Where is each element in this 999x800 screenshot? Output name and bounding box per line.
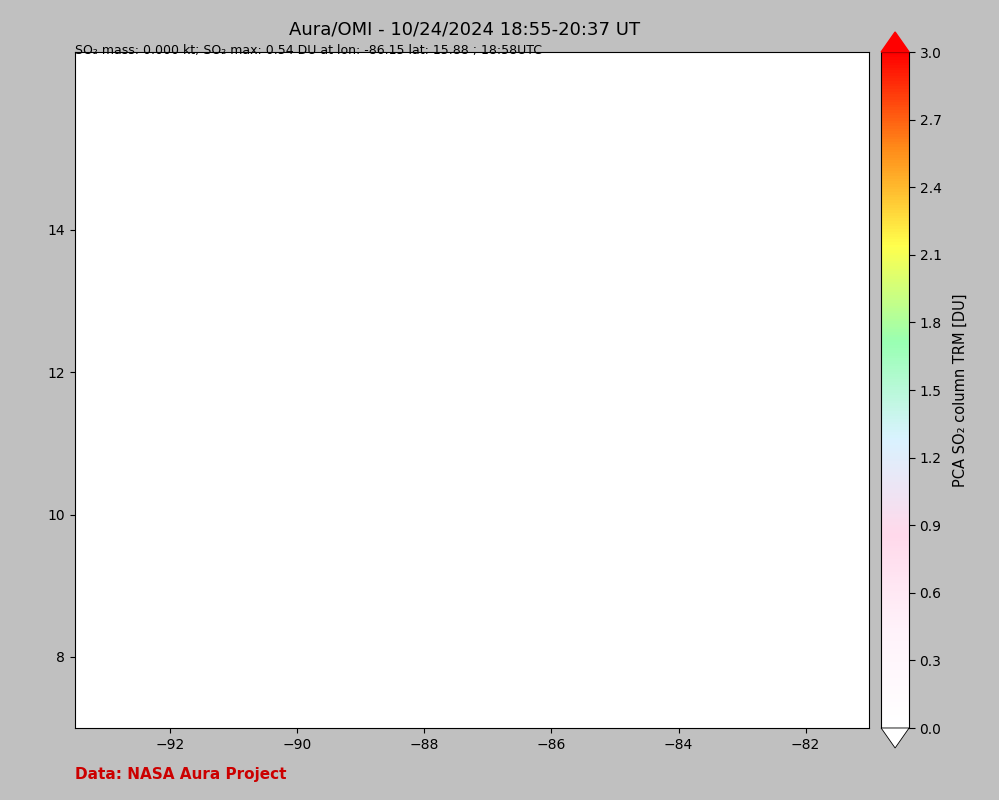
Text: Data: NASA Aura Project: Data: NASA Aura Project <box>75 767 287 782</box>
Text: SO₂ mass: 0.000 kt; SO₂ max: 0.54 DU at lon: -86.15 lat: 15.88 ; 18:58UTC: SO₂ mass: 0.000 kt; SO₂ max: 0.54 DU at … <box>75 44 541 57</box>
Y-axis label: PCA SO₂ column TRM [DU]: PCA SO₂ column TRM [DU] <box>953 294 968 486</box>
Polygon shape <box>881 32 909 52</box>
Text: Aura/OMI - 10/24/2024 18:55-20:37 UT: Aura/OMI - 10/24/2024 18:55-20:37 UT <box>289 20 640 38</box>
Polygon shape <box>881 728 909 748</box>
